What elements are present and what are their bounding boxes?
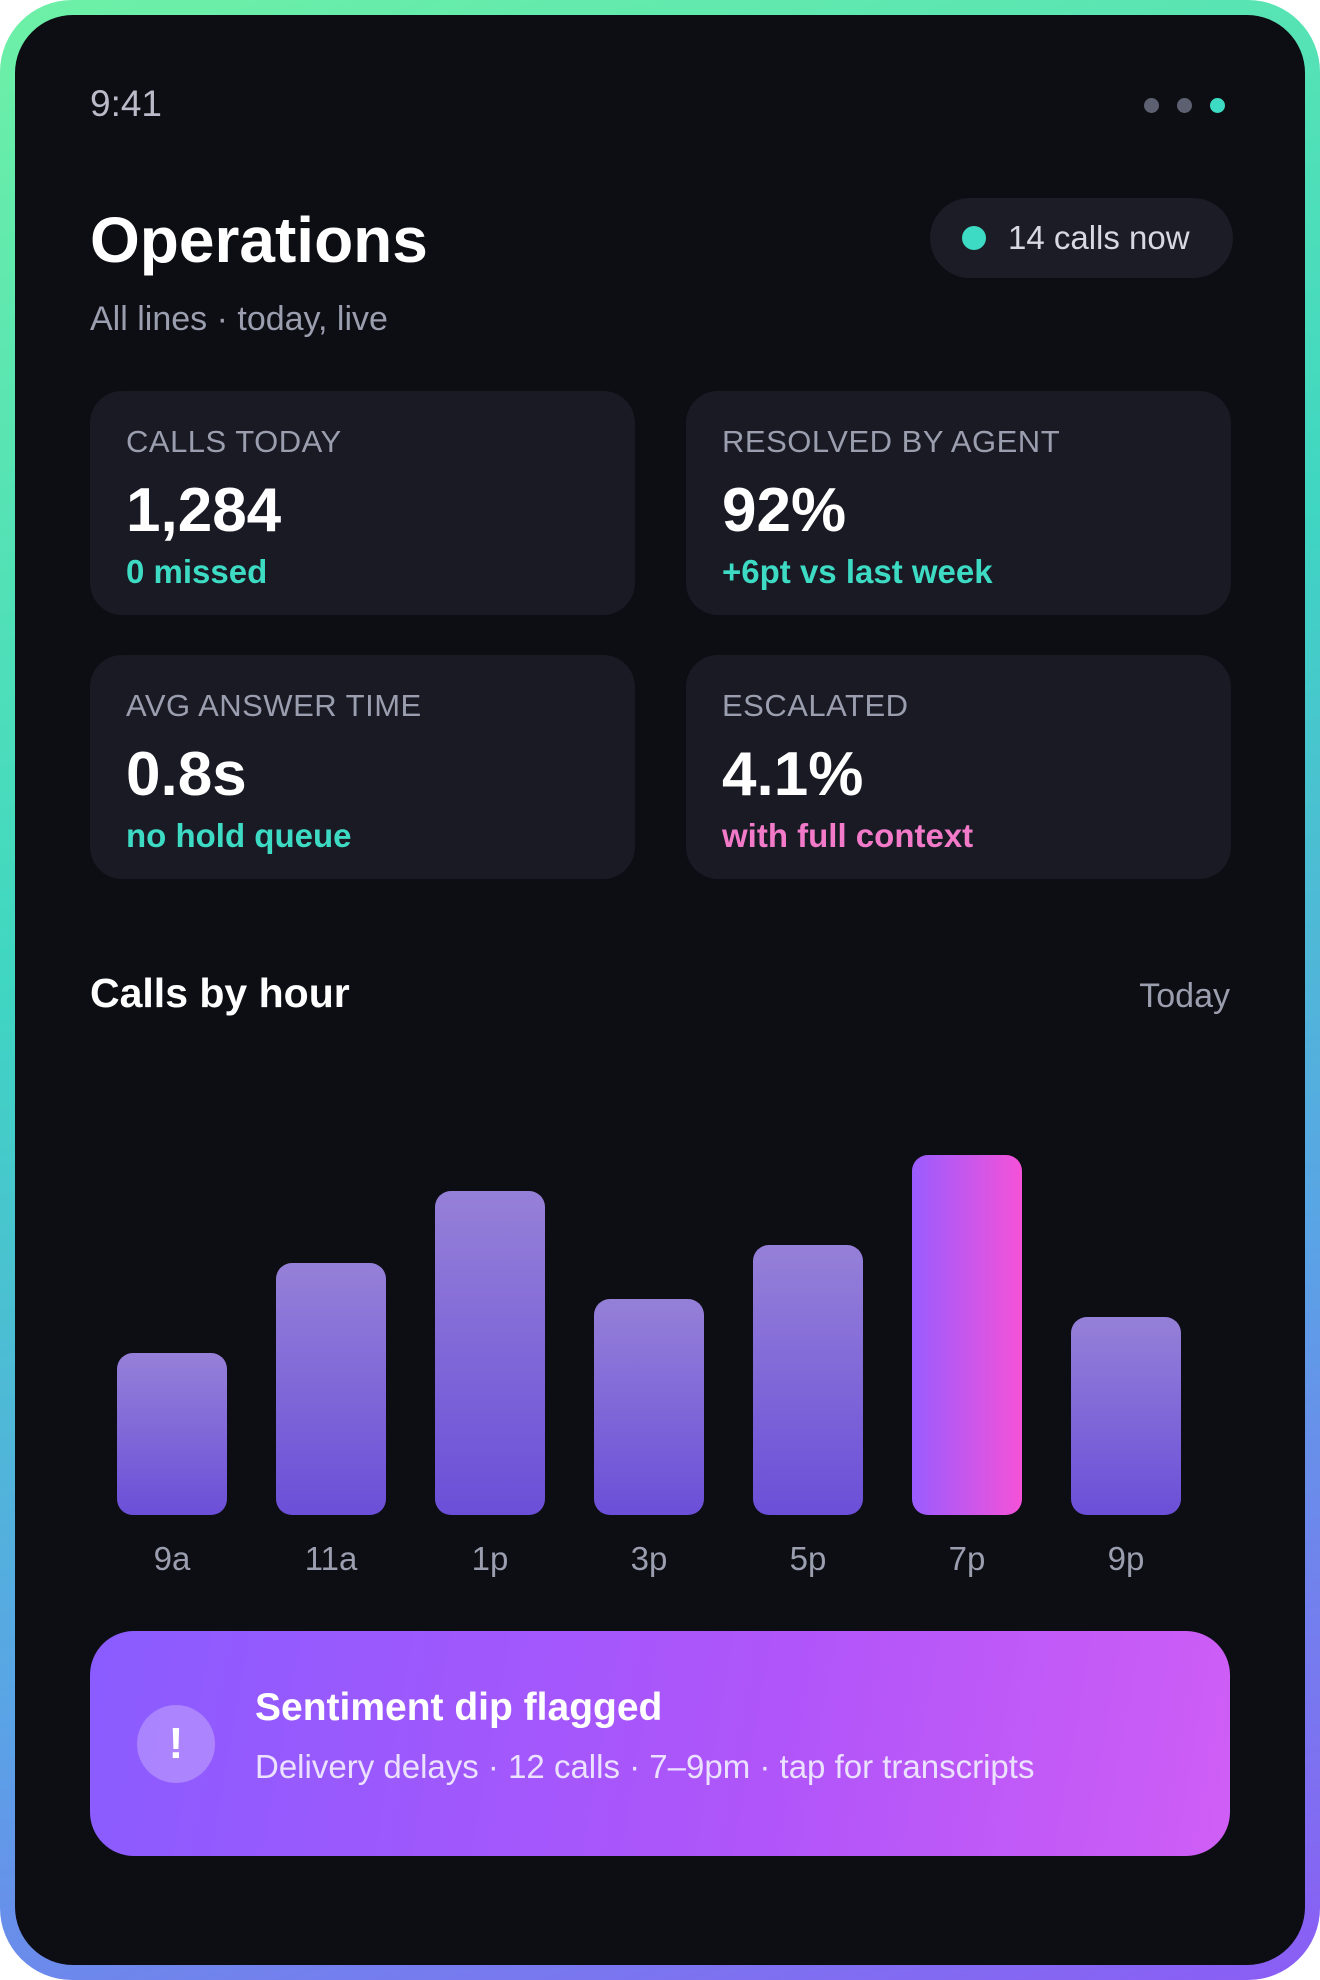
stat-label: AVG ANSWER TIME (126, 688, 422, 723)
status-time: 9:41 (90, 83, 163, 124)
x-tick-label: 11a (305, 1540, 358, 1577)
stat-delta: 0 missed (126, 553, 268, 590)
bar-9a[interactable] (117, 1353, 227, 1515)
alert-title: Sentiment dip flagged (255, 1686, 663, 1729)
x-tick-label: 3p (631, 1540, 668, 1577)
stat-card-avg-answer-time[interactable]: AVG ANSWER TIME 0.8s no hold queue (90, 655, 635, 879)
bar-11a[interactable] (276, 1263, 386, 1515)
exclamation-icon: ! (137, 1705, 215, 1783)
live-calls-pill[interactable]: 14 calls now (930, 198, 1233, 278)
bar-5p[interactable] (753, 1245, 863, 1515)
chart-title: Calls by hour (90, 970, 350, 1016)
stat-delta: with full context (722, 817, 974, 854)
stat-value: 92% (722, 476, 847, 545)
x-tick-label: 9a (154, 1540, 191, 1577)
chart-range-selector[interactable]: Today (1139, 977, 1230, 1015)
page-title: Operations (90, 204, 428, 276)
stat-card-resolved-by-agent[interactable]: RESOLVED BY AGENT 92% +6pt vs last week (686, 391, 1231, 615)
stat-card-calls-today[interactable]: CALLS TODAY 1,284 0 missed (90, 391, 635, 615)
bar-9p[interactable] (1071, 1317, 1181, 1515)
page-dot[interactable] (1144, 98, 1159, 113)
x-tick-label: 5p (790, 1540, 827, 1577)
sentiment-alert-banner[interactable]: ! Sentiment dip flagged Delivery delays … (90, 1631, 1230, 1856)
stat-value: 1,284 (126, 476, 282, 545)
page-subtitle: All lines · today, live (90, 300, 388, 338)
x-tick-label: 7p (949, 1540, 986, 1577)
page-dot-active[interactable] (1210, 98, 1225, 113)
stat-card-escalated[interactable]: ESCALATED 4.1% with full context (686, 655, 1231, 879)
x-tick-label: 1p (472, 1540, 509, 1577)
calls-by-hour-chart: 9a 11a 1p 3p 5p 7p 9p (117, 1155, 1181, 1577)
x-tick-label: 9p (1108, 1540, 1145, 1577)
bar-3p[interactable] (594, 1299, 704, 1515)
stat-label: RESOLVED BY AGENT (722, 424, 1061, 459)
page-indicator (1144, 98, 1225, 113)
stat-delta: +6pt vs last week (722, 553, 993, 590)
bar-7p[interactable] (912, 1155, 1022, 1515)
stat-label: ESCALATED (722, 688, 909, 723)
alert-body: Delivery delays · 12 calls · 7–9pm · tap… (255, 1748, 1035, 1785)
live-calls-label: 14 calls now (1008, 219, 1190, 256)
app-screen: 9:41 Operations All lines · today, live … (15, 15, 1305, 1965)
stat-value: 0.8s (126, 740, 247, 809)
live-indicator-icon (962, 226, 986, 250)
bar-1p[interactable] (435, 1191, 545, 1515)
page-dot[interactable] (1177, 98, 1192, 113)
stat-label: CALLS TODAY (126, 424, 342, 459)
stat-value: 4.1% (722, 740, 864, 809)
stat-delta: no hold queue (126, 817, 352, 854)
